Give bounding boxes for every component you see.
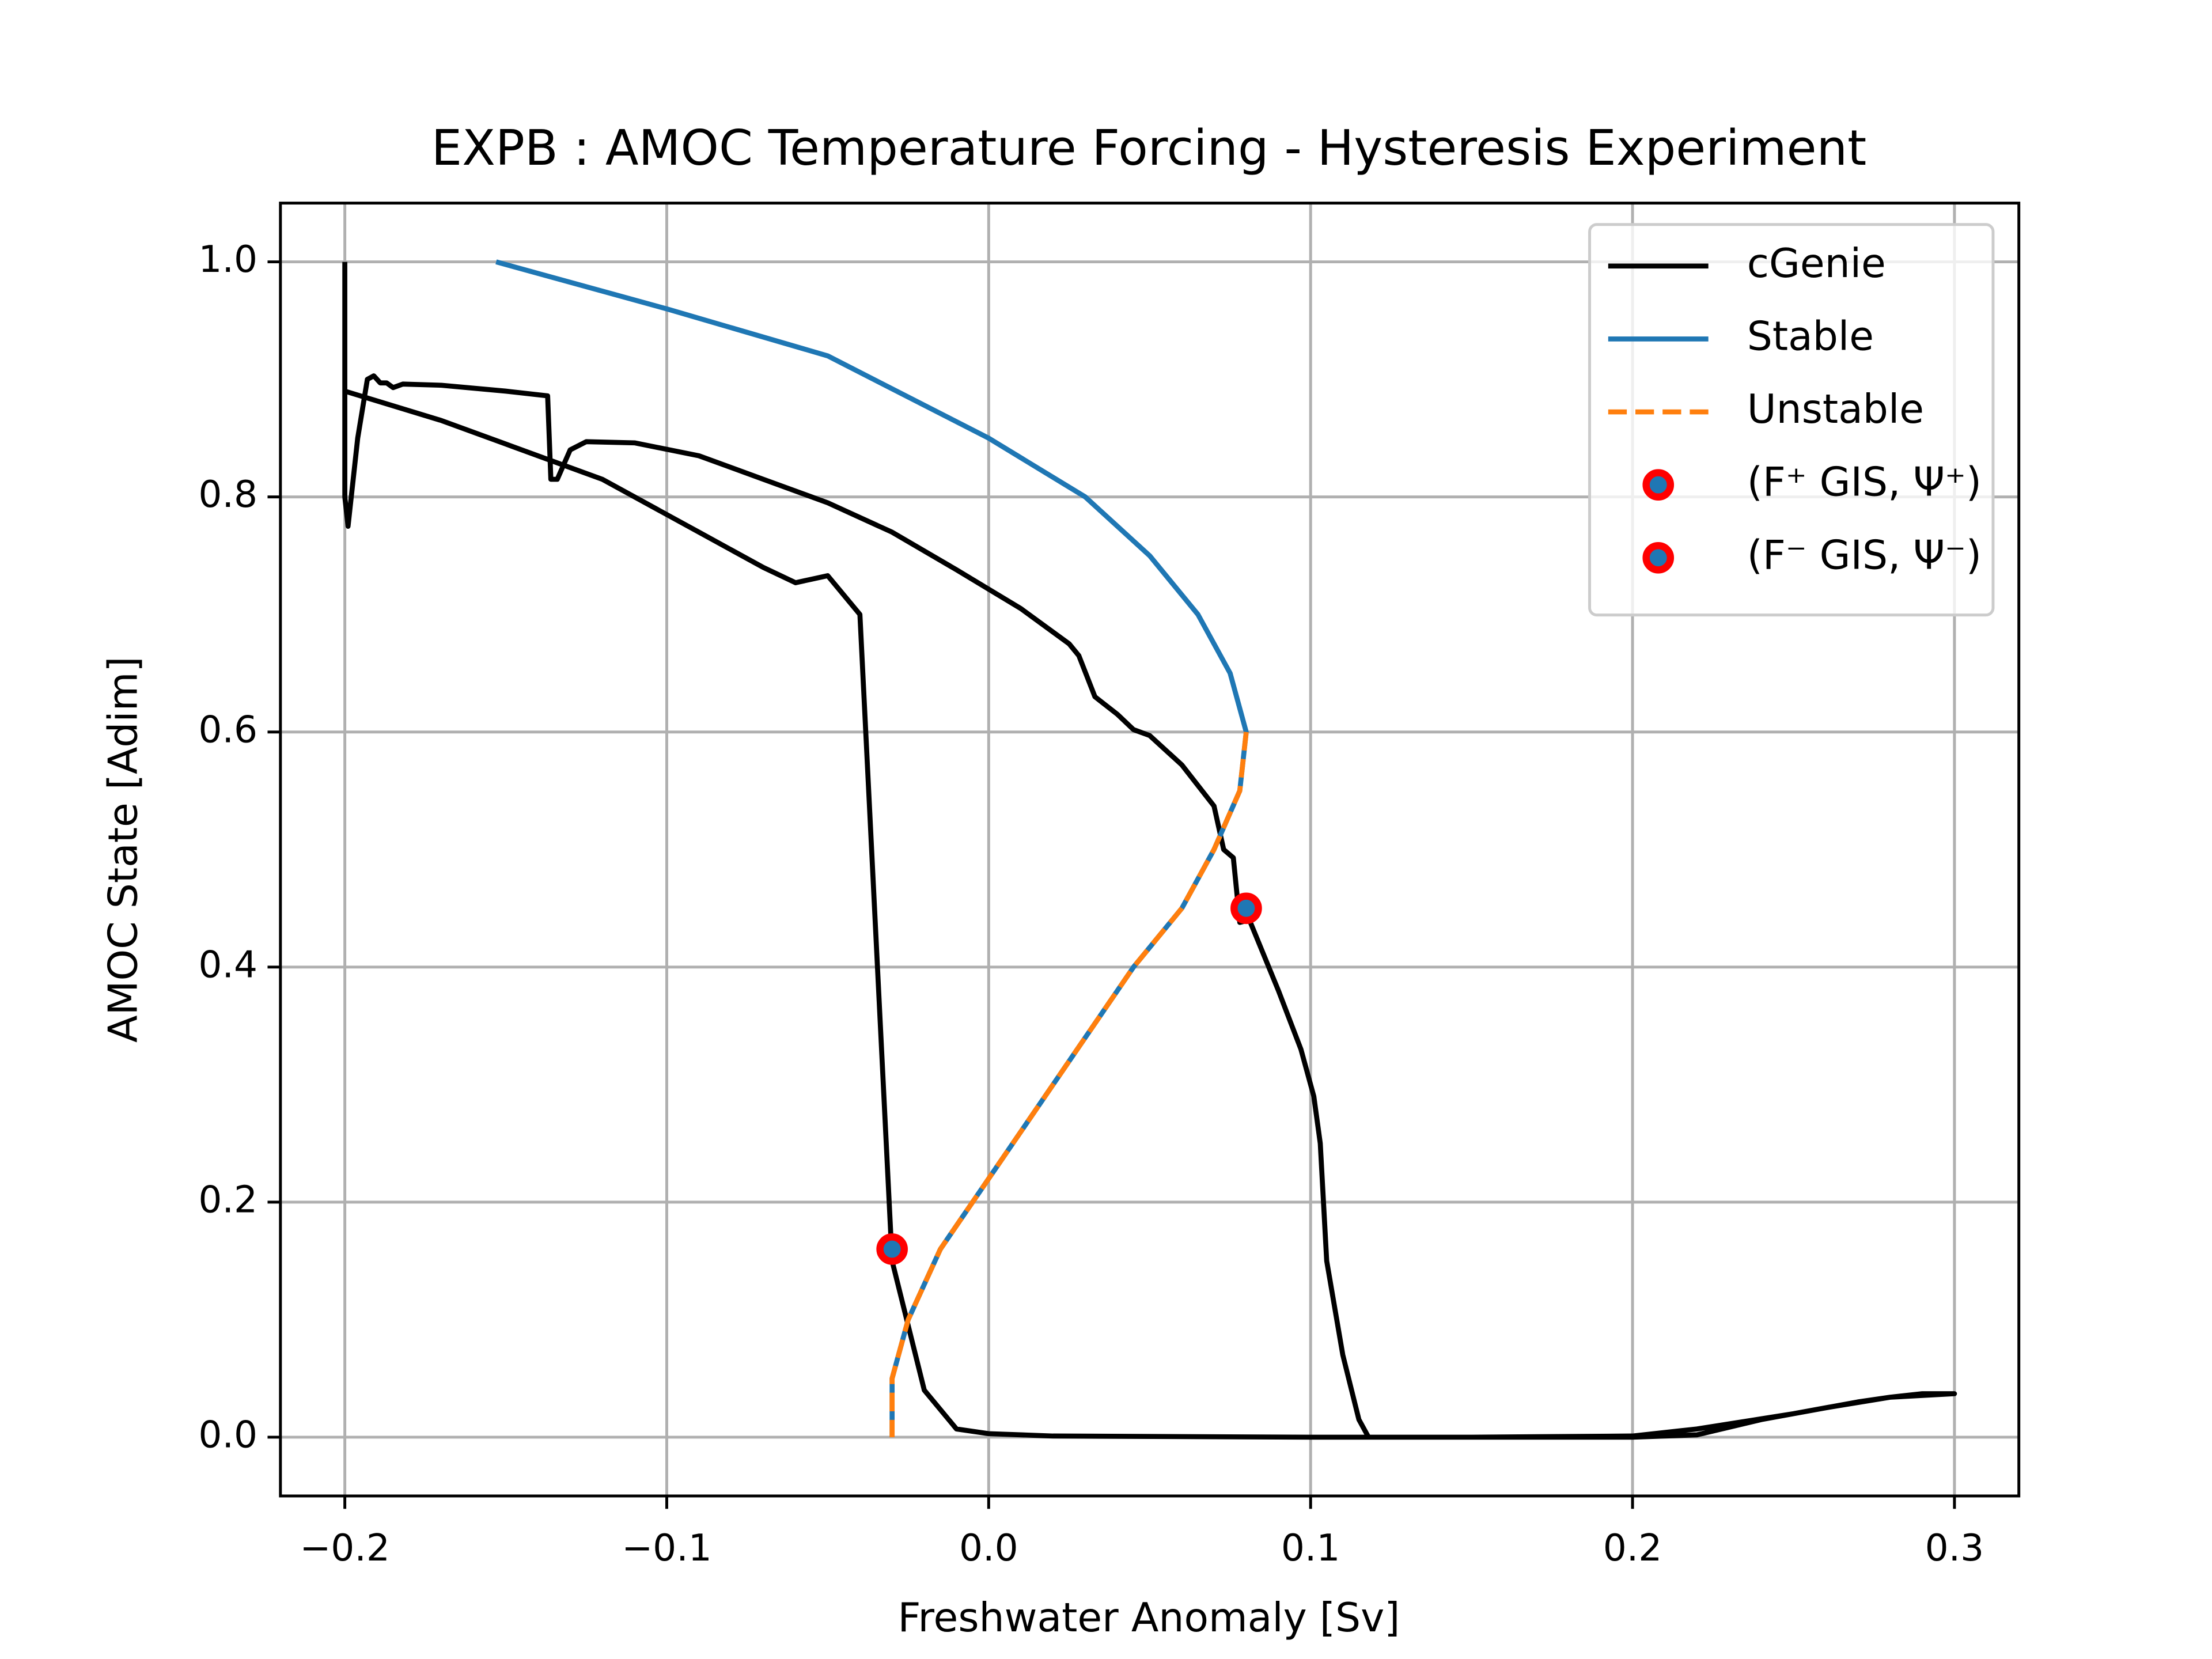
y-axis-label: AMOC State [Adim] xyxy=(100,656,147,1043)
scatter-point xyxy=(1230,892,1262,925)
y-tick-label: 0.8 xyxy=(198,473,257,516)
legend-marker xyxy=(1642,541,1675,574)
series-line xyxy=(889,732,1249,1437)
y-tick-label: 1.0 xyxy=(198,238,257,281)
series-line xyxy=(342,262,1957,1440)
x-tick-label: 0.2 xyxy=(1603,1527,1662,1570)
y-tick-label: 0.2 xyxy=(198,1178,257,1221)
legend-marker xyxy=(1642,469,1675,501)
y-tick-label: 0.0 xyxy=(198,1414,257,1457)
x-tick-label: −0.1 xyxy=(622,1527,712,1570)
legend-label: (F⁻ GIS, Ψ⁻) xyxy=(1747,532,1982,578)
scatter-point xyxy=(876,1233,908,1265)
legend-label: cGenie xyxy=(1747,240,1886,287)
x-tick-label: 0.0 xyxy=(959,1527,1018,1570)
legend-label: Stable xyxy=(1747,313,1874,359)
x-axis-label: Freshwater Anomaly [Sv] xyxy=(898,1594,1400,1641)
legend-label: Unstable xyxy=(1747,386,1924,433)
legend-label: (F⁺ GIS, Ψ⁺) xyxy=(1747,459,1982,506)
y-tick-label: 0.6 xyxy=(198,708,257,751)
y-tick-label: 0.4 xyxy=(198,943,257,986)
chart-title: EXPB : AMOC Temperature Forcing - Hyster… xyxy=(431,120,1867,176)
x-tick-label: 0.1 xyxy=(1281,1527,1340,1570)
x-tick-label: −0.2 xyxy=(300,1527,390,1570)
x-tick-label: 0.3 xyxy=(1925,1527,1984,1570)
legend: cGenie Stable Unstable (F⁺ GIS, Ψ⁺) (F⁻ GIS,… xyxy=(1588,223,1995,617)
legend-frame xyxy=(1588,223,1995,617)
plot-frame xyxy=(279,202,2021,1498)
